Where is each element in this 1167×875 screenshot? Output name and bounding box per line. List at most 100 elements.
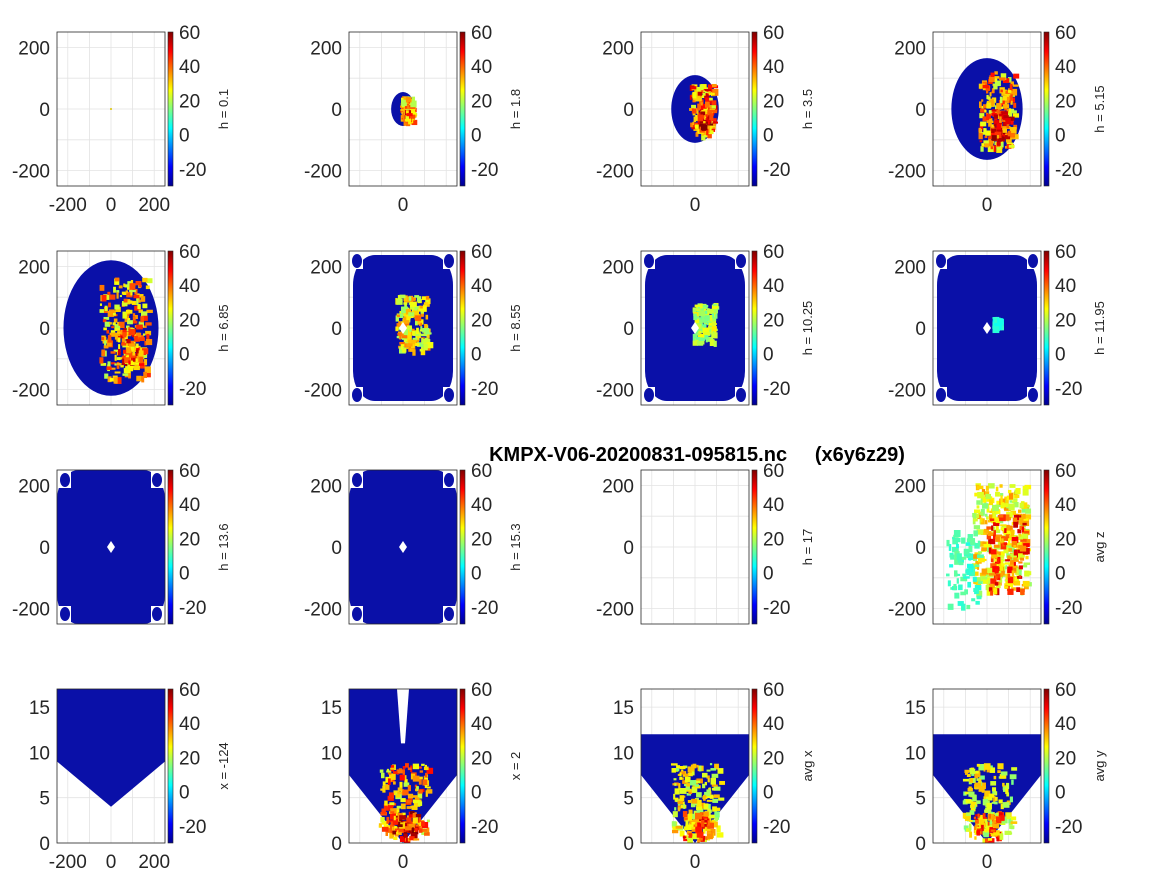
echo-cell	[687, 766, 692, 773]
colorbar-tick-label: 60	[471, 242, 492, 263]
echo-cell	[1021, 526, 1025, 533]
echo-cell	[709, 763, 713, 766]
echo-cell	[386, 768, 390, 771]
echo-cell	[114, 327, 120, 332]
echo-cell	[985, 530, 992, 534]
echo-cell	[126, 300, 132, 304]
colorbar-tick-label: 60	[763, 242, 784, 263]
colorbar-tick-label: 20	[471, 748, 492, 769]
echo-cell	[976, 577, 981, 583]
echo-cell	[412, 330, 416, 336]
echo-cell	[989, 538, 996, 545]
echo-cell	[1007, 489, 1012, 494]
echo-cell	[996, 558, 1000, 565]
colorbar-tick-label: 40	[763, 495, 784, 516]
colorbar-tick-label: 20	[763, 748, 784, 769]
echo-cell	[671, 829, 679, 834]
colorbar-tick-label: 40	[1055, 495, 1076, 516]
echo-cell	[401, 812, 406, 815]
colorbar-tick-label: 40	[1055, 714, 1076, 735]
echo-cell	[980, 498, 983, 505]
y-tick-label: 10	[29, 743, 50, 764]
echo-cell	[1013, 549, 1018, 556]
colorbar-tick-label: 20	[1055, 91, 1076, 112]
colorbar: 60 40 20 0 -20 h = 8.55	[459, 242, 523, 406]
echo-cell	[679, 776, 683, 780]
echo-cell	[997, 555, 1005, 559]
echo-cell	[116, 357, 121, 361]
echo-cell	[713, 340, 717, 347]
echo-cell	[418, 319, 424, 325]
colorbar-gradient	[751, 250, 758, 406]
echo-cell	[695, 780, 701, 784]
echo-cell	[986, 821, 990, 826]
axes-box	[640, 31, 750, 187]
echo-cell	[132, 316, 136, 321]
echo-cell	[130, 280, 134, 284]
echo-cell	[1020, 557, 1025, 561]
colorbar-tick-label: 0	[763, 564, 774, 585]
echo-cell	[707, 814, 715, 819]
echo-cell	[409, 348, 414, 352]
echo-cell	[117, 335, 124, 339]
echo-cell	[1002, 128, 1008, 133]
echo-cell	[385, 784, 390, 790]
y-tick-label: 5	[623, 789, 634, 810]
echo-cell	[995, 491, 1000, 497]
echo-cell	[396, 805, 402, 809]
echo-cell	[690, 122, 694, 128]
echo-cell	[682, 811, 688, 818]
echo-cell	[996, 576, 1001, 581]
echo-cell	[702, 820, 709, 823]
echo-cell	[1024, 571, 1032, 576]
echo-cell	[965, 814, 971, 818]
echo-cell	[992, 526, 995, 534]
echo-cell	[401, 335, 408, 339]
echo-cell	[1000, 771, 1008, 776]
echo-cell	[993, 795, 996, 803]
echo-cell	[392, 830, 397, 835]
echo-cell	[1023, 533, 1028, 539]
y-tick-label: 0	[331, 834, 342, 855]
panel-14: 15 10 5 0 0 60 40 20 0 -20 x = 2	[321, 680, 523, 873]
echo-cell	[1010, 119, 1014, 125]
echo-cell	[411, 305, 416, 312]
echo-cell	[113, 318, 118, 323]
echo-cell	[691, 86, 698, 90]
echo-cell	[974, 584, 982, 591]
echo-cell	[1004, 830, 1012, 835]
echo-cell	[406, 113, 413, 117]
coverage-blob	[1028, 388, 1038, 402]
echo-cell	[996, 127, 1003, 134]
echo-cell	[407, 105, 410, 110]
y-tick-label: 15	[905, 698, 926, 719]
colorbar-tick-label: 60	[1055, 461, 1076, 482]
echo-cell	[403, 328, 409, 336]
echo-cell	[699, 303, 703, 309]
echo-cell	[395, 315, 399, 322]
echo-cell	[988, 547, 992, 554]
y-tick-label: 15	[613, 698, 634, 719]
echo-cell	[718, 797, 725, 801]
echo-cell	[417, 776, 423, 780]
echo-cell	[403, 782, 410, 787]
echo-cell	[1003, 546, 1009, 554]
echo-cell	[1013, 134, 1019, 140]
echo-cell	[389, 773, 396, 780]
echo-cell	[1000, 551, 1005, 557]
echo-cell	[398, 828, 404, 833]
echo-cell	[963, 825, 969, 830]
echo-cell	[996, 135, 1000, 139]
echo-cell	[405, 110, 409, 115]
colorbar-tick-label: 20	[471, 529, 492, 550]
echo-cell	[968, 791, 975, 797]
echo-cell	[977, 556, 985, 563]
echo-cell	[114, 332, 120, 340]
echo-cell	[399, 332, 405, 337]
coverage-gap	[397, 689, 409, 744]
echo-cell	[985, 493, 992, 499]
echo-cell	[990, 590, 994, 596]
echo-cell	[694, 785, 701, 789]
echo-cell	[972, 794, 977, 802]
echo-cell	[1020, 588, 1025, 595]
